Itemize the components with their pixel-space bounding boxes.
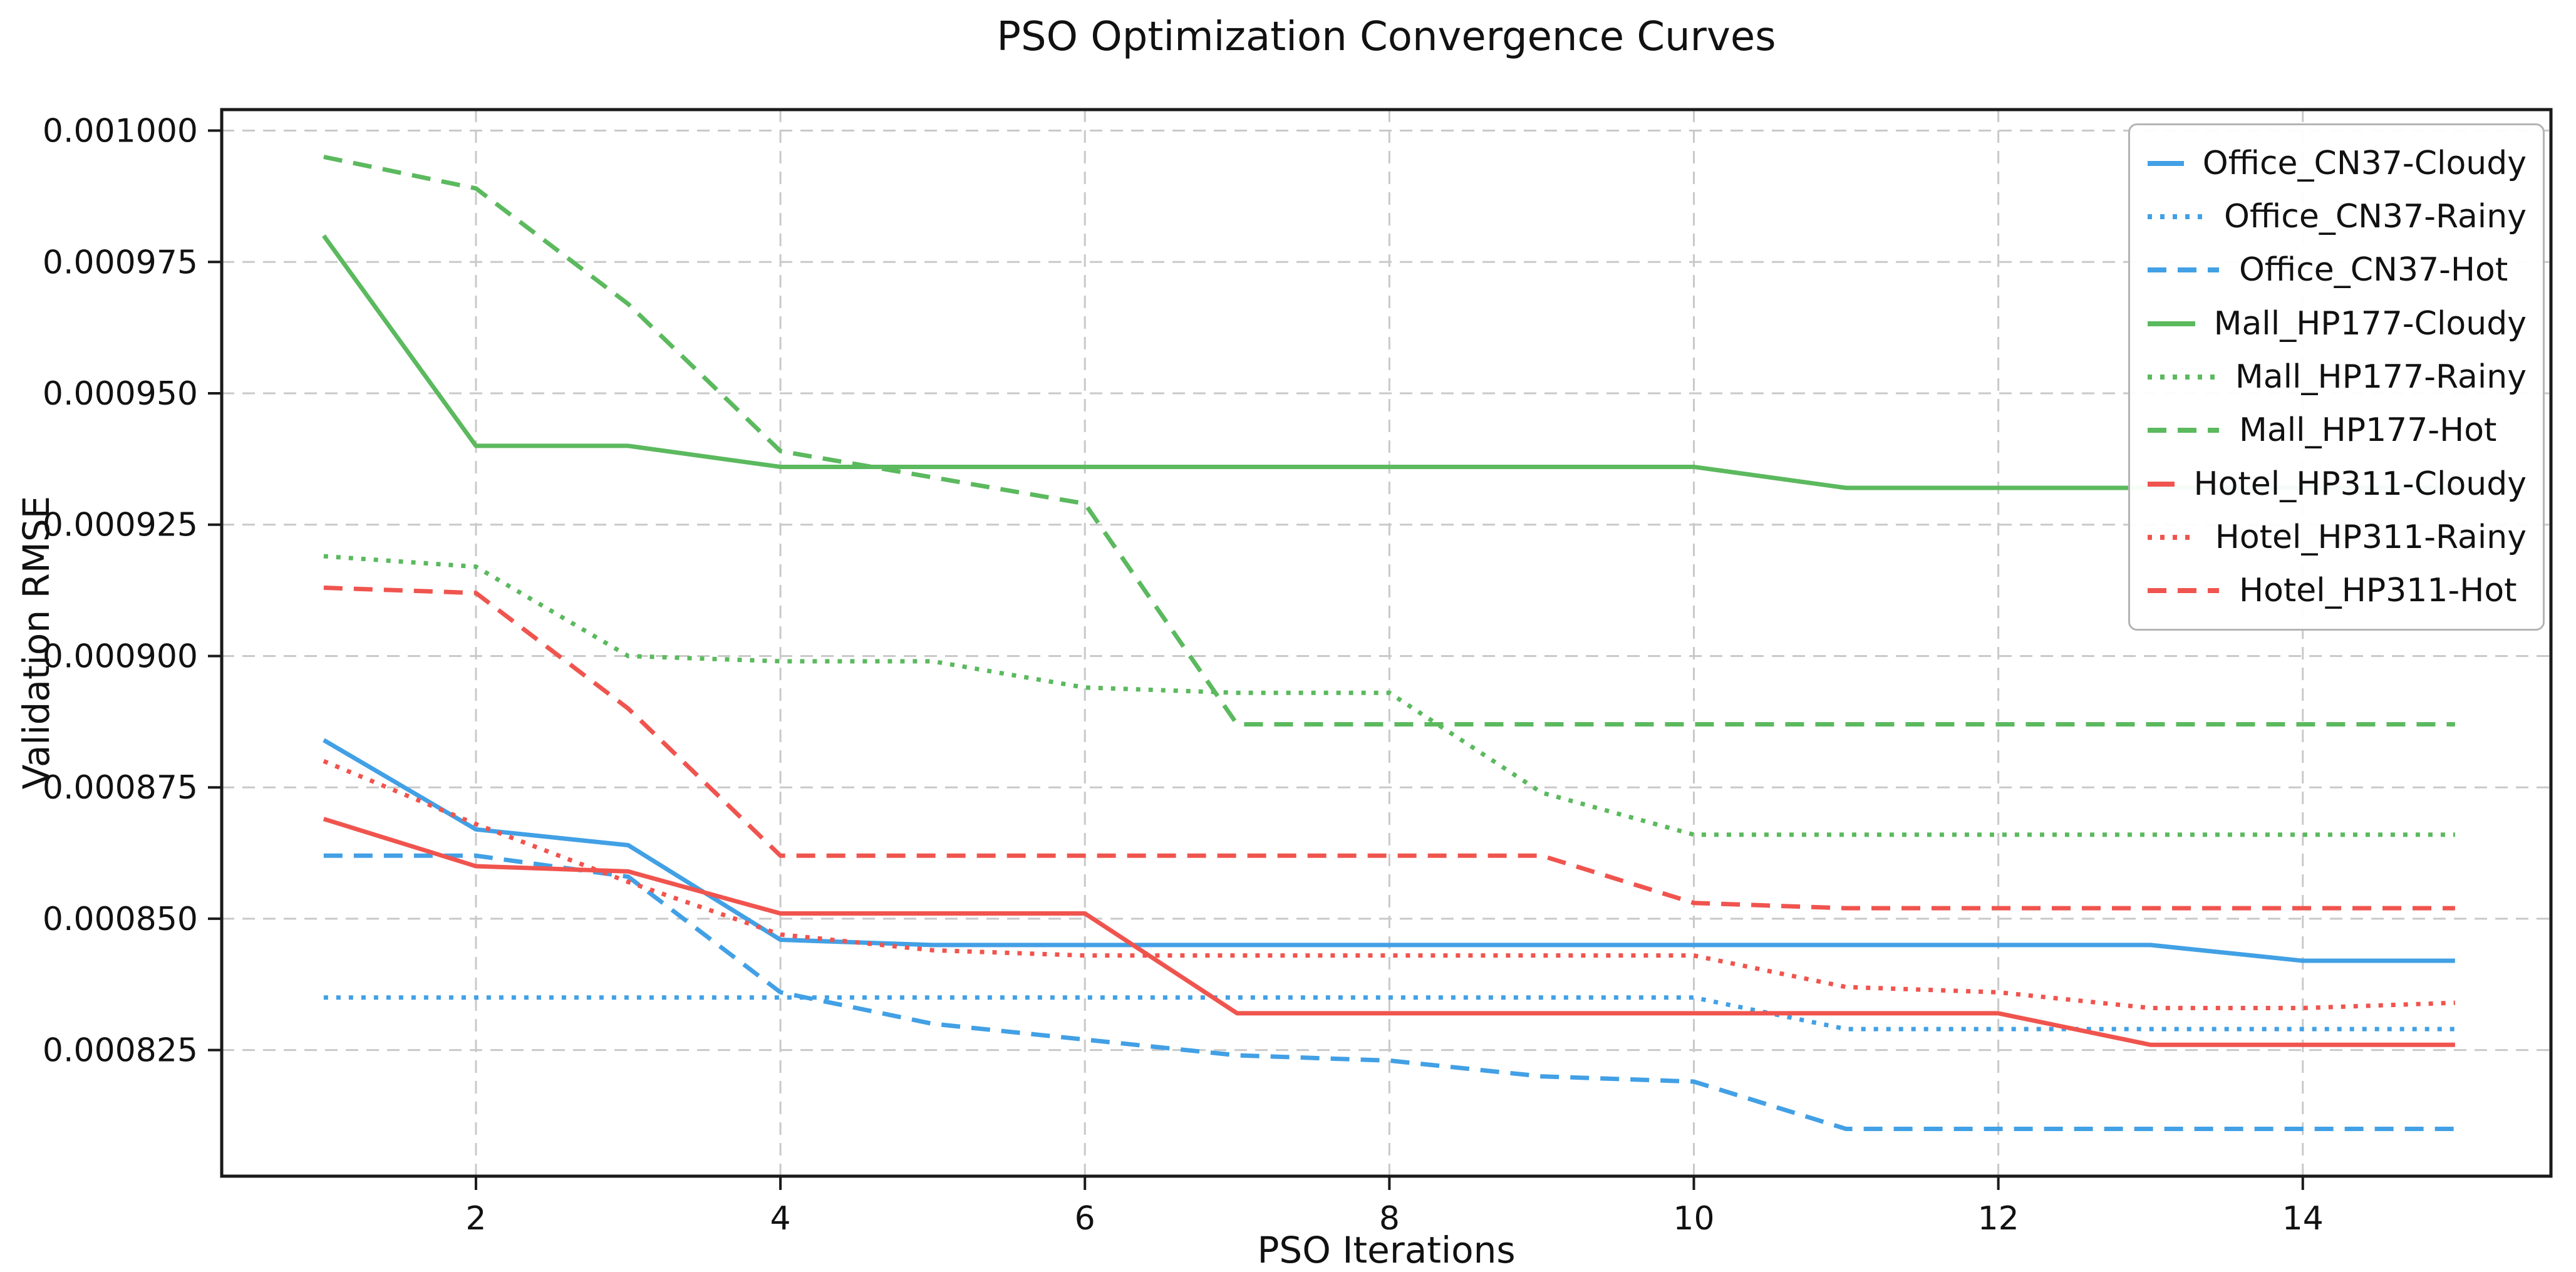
legend-line-sample <box>2148 534 2196 540</box>
series-Mall_HP177-Rainy <box>323 554 2455 837</box>
legend-line-sample <box>2148 160 2184 166</box>
legend-item-Mall_HP177-Hot: Mall_HP177-Hot <box>2146 411 2527 449</box>
legend-label: Office_CN37-Rainy <box>2224 197 2527 235</box>
series-Office_CN37-Hot <box>323 853 2455 1131</box>
y-tick-label: 0.000950 <box>43 375 198 413</box>
legend-label: Hotel_HP311-Rainy <box>2215 518 2527 556</box>
y-tick-label: 0.000875 <box>43 769 198 807</box>
plot-border <box>220 108 2553 1178</box>
chart-title: PSO Optimization Convergence Curves <box>996 14 1776 60</box>
axis-ticks: 2 4 6 8 10 12 14 0.001000 0.000975 0.000950 0.0009… <box>43 113 2324 1238</box>
legend-item-Hotel_HP311-Hot: Hotel_HP311-Hot <box>2146 572 2527 609</box>
legend-line-sample <box>2148 374 2216 380</box>
legend-line-sample <box>2148 428 2219 433</box>
x-axis-label: PSO Iterations <box>1257 1229 1516 1271</box>
legend-item-Office_CN37-Hot: Office_CN37-Hot <box>2146 251 2527 289</box>
legend-item-Hotel_HP311-Rainy: Hotel_HP311-Rainy <box>2146 519 2527 556</box>
legend-label: Office_CN37-Hot <box>2239 251 2508 289</box>
x-tick-label: 14 <box>2282 1200 2324 1238</box>
x-tick-label: 12 <box>1978 1200 2019 1238</box>
x-tick-label: 2 <box>465 1200 486 1238</box>
series-lines <box>322 155 2455 1131</box>
series-Mall_HP177-Hot <box>323 155 2455 727</box>
legend-item-Office_CN37-Cloudy: Office_CN37-Cloudy <box>2146 145 2527 182</box>
legend-label: Mall_HP177-Rainy <box>2235 358 2527 396</box>
legend-item-Hotel_HP311-Cloudy: Hotel_HP311-Cloudy <box>2146 465 2527 503</box>
y-tick-label: 0.000975 <box>43 244 198 281</box>
x-tick-label: 4 <box>770 1200 791 1238</box>
legend-item-Mall_HP177-Rainy: Mall_HP177-Rainy <box>2146 358 2527 396</box>
legend-line-sample <box>2148 588 2219 594</box>
legend-line-sample <box>2148 481 2175 487</box>
y-tick-label: 0.001000 <box>43 113 198 150</box>
legend-line-sample <box>2148 321 2195 326</box>
x-tick-label: 6 <box>1075 1200 1095 1238</box>
series-Hotel_HP311-Cloudy <box>323 817 2455 1047</box>
legend: Office_CN37-Cloudy Office_CN37-Rainy Offic… <box>2128 123 2545 631</box>
y-tick-label: 0.000825 <box>43 1032 198 1070</box>
series-Hotel_HP311-Hot <box>323 585 2455 911</box>
legend-item-Office_CN37-Rainy: Office_CN37-Rainy <box>2146 198 2527 235</box>
legend-label: Mall_HP177-Hot <box>2239 411 2497 450</box>
y-tick-label: 0.000900 <box>43 638 198 675</box>
legend-label: Hotel_HP311-Cloudy <box>2193 465 2527 503</box>
series-Mall_HP177-Cloudy <box>322 234 2455 490</box>
series-Office_CN37-Rainy <box>323 995 2455 1032</box>
legend-line-sample <box>2148 214 2206 219</box>
series-Office_CN37-Cloudy <box>323 738 2455 963</box>
y-tick-label: 0.000925 <box>43 507 198 544</box>
x-tick-label: 8 <box>1379 1200 1400 1238</box>
legend-label: Hotel_HP311-Hot <box>2239 572 2517 610</box>
y-tick-label: 0.000850 <box>43 901 198 938</box>
x-tick-label: 10 <box>1673 1200 1714 1238</box>
legend-label: Mall_HP177-Cloudy <box>2213 304 2527 343</box>
legend-label: Office_CN37-Cloudy <box>2202 144 2527 182</box>
legend-item-Mall_HP177-Cloudy: Mall_HP177-Cloudy <box>2146 305 2527 343</box>
legend-line-sample <box>2148 267 2219 273</box>
